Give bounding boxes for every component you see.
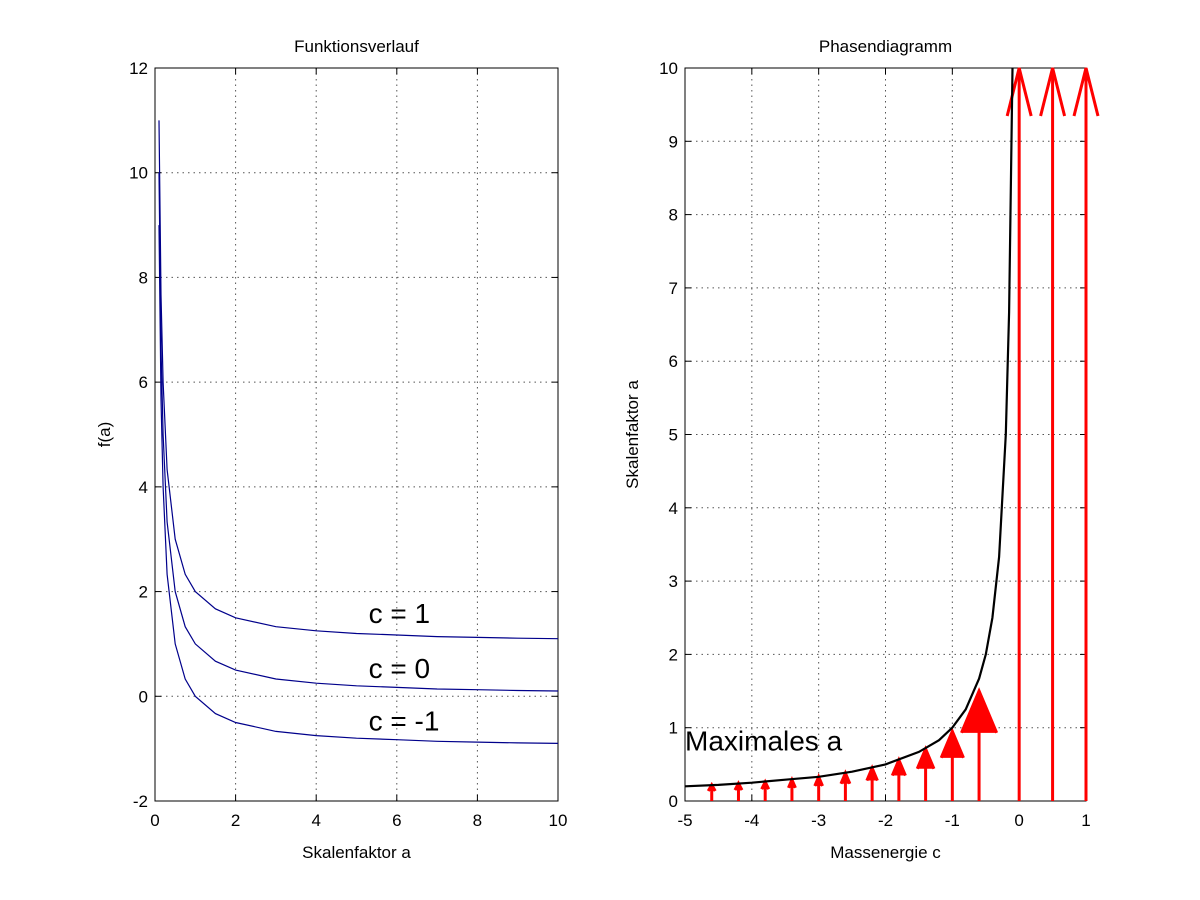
- y-tick-label: 0: [669, 792, 678, 811]
- x-tick-label: 2: [231, 811, 240, 830]
- y-tick-label: 6: [139, 373, 148, 392]
- x-tick-label: 0: [150, 811, 159, 830]
- x-axis-label: Massenergie c: [830, 843, 941, 862]
- x-tick-label: 6: [392, 811, 401, 830]
- x-tick-label: 8: [473, 811, 482, 830]
- y-axis-label: f(a): [95, 422, 114, 448]
- y-tick-label: 3: [669, 572, 678, 591]
- y-tick-label: 8: [669, 206, 678, 225]
- y-tick-label: 12: [129, 59, 148, 78]
- x-tick-label: -3: [811, 811, 826, 830]
- arrow: [1039, 67, 1067, 801]
- arrow: [1072, 67, 1100, 801]
- arrow-head: [1039, 67, 1067, 117]
- chart-title: Phasendiagramm: [819, 37, 952, 56]
- arrow-head: [813, 772, 824, 787]
- plot-frame: [154, 67, 559, 802]
- y-tick-label: 8: [139, 268, 148, 287]
- y-tick-label: 0: [139, 687, 148, 706]
- curve-label: c = 1: [369, 598, 430, 629]
- x-tick-label: 10: [549, 811, 568, 830]
- arrow-head: [865, 764, 879, 782]
- arrow: [813, 772, 824, 801]
- chart-title: Funktionsverlauf: [294, 37, 419, 56]
- curve-label: c = 0: [369, 653, 430, 684]
- series-line-c1: [158, 120, 559, 640]
- arrow: [960, 687, 999, 801]
- arrow: [915, 745, 936, 801]
- y-axis-label: Skalenfaktor a: [623, 380, 642, 489]
- x-tick-label: -4: [744, 811, 759, 830]
- y-tick-label: 1: [669, 719, 678, 738]
- curve-label: Maximales a: [685, 726, 843, 757]
- chart-phasendiagramm: -5 -4 -3 -2 -1 0 1012345678910PhasendiagrammMa…: [623, 37, 1100, 862]
- y-tick-label: -2: [133, 792, 148, 811]
- arrow-head: [1072, 67, 1100, 117]
- x-tick-label: 0: [1014, 811, 1023, 830]
- arrow-head: [939, 727, 965, 759]
- arrow-head: [839, 769, 852, 785]
- curve-label: c = -1: [369, 705, 440, 736]
- arrow: [939, 727, 965, 801]
- y-tick-label: 10: [129, 164, 148, 183]
- arrow-head: [787, 775, 797, 789]
- x-tick-label: 1: [1081, 811, 1090, 830]
- arrow: [706, 781, 717, 801]
- x-tick-label: -1: [945, 811, 960, 830]
- arrow: [760, 778, 771, 801]
- series-line-c-1: [158, 225, 559, 744]
- arrow: [890, 756, 907, 801]
- chart-funktionsverlauf: 0 2 4 6 8 10-2024681012FunktionsverlaufSkalen…: [95, 37, 567, 862]
- x-tick-label: -2: [878, 811, 893, 830]
- y-tick-label: 4: [669, 499, 678, 518]
- arrow: [787, 775, 797, 801]
- arrow-head: [760, 778, 771, 790]
- arrow: [733, 780, 744, 801]
- x-tick-label: -5: [677, 811, 692, 830]
- y-tick-label: 9: [669, 132, 678, 151]
- y-tick-label: 4: [139, 478, 148, 497]
- series-line-c0: [158, 172, 559, 692]
- boundary-curve: [684, 67, 1014, 788]
- y-tick-label: 6: [669, 352, 678, 371]
- y-tick-label: 10: [659, 59, 678, 78]
- y-tick-label: 5: [669, 426, 678, 445]
- x-axis-label: Skalenfaktor a: [302, 843, 411, 862]
- y-tick-label: 2: [139, 583, 148, 602]
- plot-frame: [684, 67, 1087, 802]
- arrow: [865, 764, 879, 801]
- y-tick-label: 2: [669, 645, 678, 664]
- arrow: [839, 769, 852, 801]
- y-tick-label: 7: [669, 279, 678, 298]
- x-tick-label: 4: [311, 811, 320, 830]
- arrow-head: [960, 687, 999, 734]
